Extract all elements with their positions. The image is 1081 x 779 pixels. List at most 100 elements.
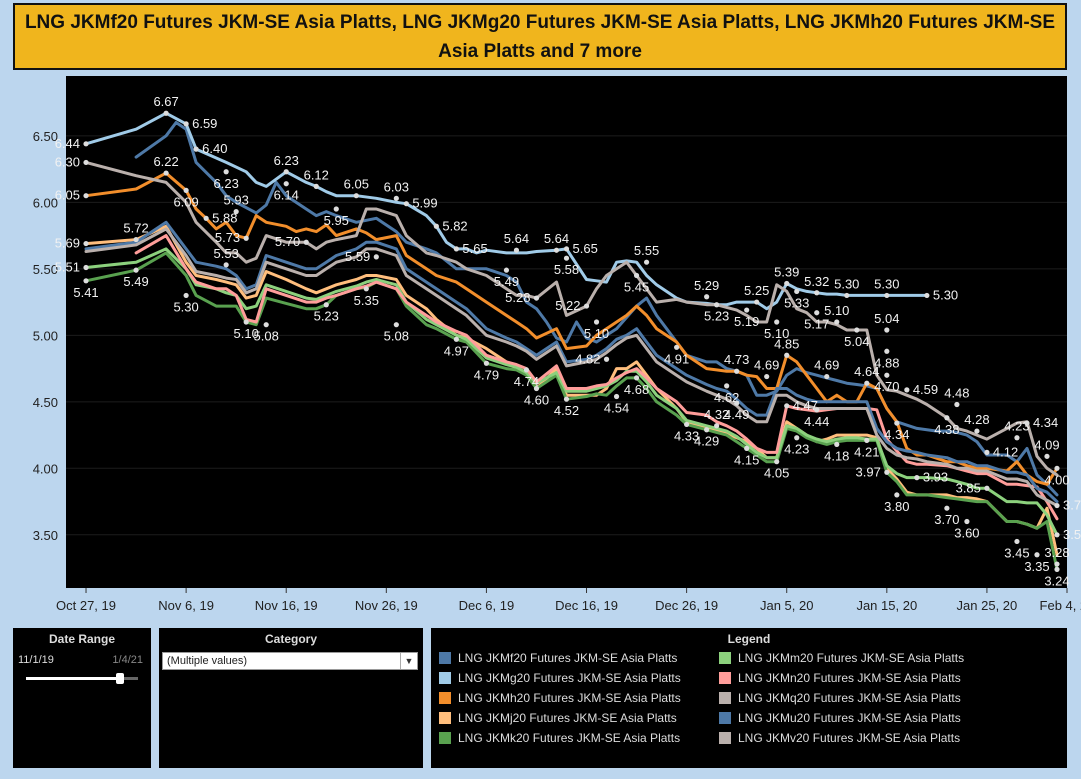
data-point: [1034, 552, 1040, 558]
data-point: [854, 327, 860, 333]
category-select[interactable]: (Multiple values) ▼: [162, 652, 418, 670]
data-point: [553, 247, 560, 253]
data-point: [353, 193, 359, 199]
data-label: 5.30: [874, 276, 899, 291]
data-point: [523, 367, 530, 373]
data-label: 4.82: [575, 351, 600, 366]
data-label: 5.41: [73, 285, 98, 300]
x-tick-label: Jan 25, 20: [957, 598, 1018, 613]
data-point: [393, 195, 399, 201]
data-label: 4.28: [964, 412, 989, 427]
data-point: [674, 344, 680, 350]
legend-item-label: LNG JKMg20 Futures JKM-SE Asia Platts: [458, 670, 681, 685]
data-label: 3.60: [954, 526, 979, 541]
data-point: [974, 428, 980, 434]
data-label: 5.28: [505, 290, 530, 305]
legend-item[interactable]: LNG JKMg20 Futures JKM-SE Asia Platts: [439, 670, 719, 685]
legend-item[interactable]: LNG JKMm20 Futures JKM-SE Asia Platts: [719, 650, 989, 665]
data-point: [784, 403, 790, 409]
data-point: [453, 336, 459, 342]
x-tick-label: Nov 26, 19: [355, 598, 418, 613]
legend-item[interactable]: LNG JKMk20 Futures JKM-SE Asia Platts: [439, 730, 719, 745]
legend-item[interactable]: LNG JKMh20 Futures JKM-SE Asia Platts: [439, 690, 719, 705]
y-tick-label: 5.00: [33, 328, 58, 343]
legend-item[interactable]: LNG JKMq20 Futures JKM-SE Asia Platts: [719, 690, 989, 705]
date-range-slider-handle[interactable]: [116, 673, 125, 684]
data-point: [283, 181, 289, 187]
data-label: 6.05: [344, 177, 369, 192]
data-point: [1044, 453, 1050, 459]
date-range-end: 1/4/21: [112, 654, 143, 666]
data-point: [183, 292, 189, 299]
line-chart: 3.50 4.00 4.50 5.00 5.50 6.00 6.50 Oct 27, 19 No…: [33, 76, 1081, 613]
legend-item[interactable]: LNG JKMn20 Futures JKM-SE Asia Platts: [719, 670, 989, 685]
data-label: 4.23: [1004, 419, 1029, 434]
data-point: [914, 475, 920, 481]
data-label: 5.32: [804, 274, 829, 289]
legend-item[interactable]: LNG JKMf20 Futures JKM-SE Asia Platts: [439, 650, 719, 665]
series-line: [84, 111, 929, 311]
x-tick-label: Dec 16, 19: [555, 598, 618, 613]
legend-item-label: LNG JKMm20 Futures JKM-SE Asia Platts: [738, 650, 965, 665]
data-label: 3.24: [1044, 573, 1069, 588]
data-label: 4.64: [854, 364, 879, 379]
data-label: 4.15: [734, 452, 759, 467]
data-point: [243, 235, 249, 241]
data-label: 5.08: [254, 329, 279, 344]
data-label: 4.05: [764, 466, 789, 481]
data-point: [724, 383, 730, 389]
data-point: [163, 110, 169, 116]
data-label: 5.70: [275, 234, 300, 249]
data-point: [714, 302, 720, 308]
legend-item[interactable]: LNG JKMv20 Futures JKM-SE Asia Platts: [719, 730, 989, 745]
data-point: [613, 393, 620, 400]
data-point: [964, 518, 970, 525]
data-label: 4.32: [704, 407, 729, 422]
data-point: [944, 415, 950, 421]
legend-item-label: LNG JKMu20 Futures JKM-SE Asia Platts: [738, 710, 961, 725]
data-point: [774, 319, 780, 325]
data-label: 4.38: [934, 422, 959, 437]
data-point: [734, 400, 740, 406]
data-label: 4.60: [524, 393, 549, 408]
legend-swatch: [439, 691, 451, 704]
data-point: [433, 223, 439, 229]
data-point: [503, 267, 510, 273]
data-point: [904, 387, 910, 393]
data-point: [373, 254, 379, 260]
data-point: [203, 215, 209, 221]
dashboard-title: LNG JKMf20 Futures JKM-SE Asia Platts, L…: [13, 3, 1067, 70]
date-range-slider[interactable]: [26, 673, 138, 684]
data-point: [894, 492, 900, 498]
data-label: 5.17: [804, 317, 829, 332]
data-point: [233, 209, 239, 215]
series-line: [134, 234, 1059, 521]
data-label: 4.88: [874, 355, 899, 370]
data-point: [513, 247, 520, 253]
data-point: [714, 423, 720, 429]
data-point: [764, 373, 770, 380]
data-point: [774, 459, 780, 465]
data-label: 3.97: [856, 464, 881, 479]
data-point: [744, 445, 750, 451]
data-point: [814, 407, 820, 413]
category-label: Category: [264, 632, 317, 646]
data-label: 5.10: [764, 326, 789, 341]
date-range-label: Date Range: [48, 632, 116, 646]
data-label: 4.21: [854, 444, 879, 459]
legend-swatch: [439, 671, 451, 684]
data-label: 5.59: [345, 249, 370, 264]
data-point: [834, 319, 840, 325]
data-label: 6.22: [153, 154, 178, 169]
legend-item[interactable]: LNG JKMj20 Futures JKM-SE Asia Platts: [439, 710, 719, 725]
data-point: [734, 368, 740, 374]
data-label: 5.64: [504, 231, 529, 246]
data-point: [814, 290, 820, 296]
data-label: 5.53: [214, 246, 239, 261]
legend-item[interactable]: LNG JKMu20 Futures JKM-SE Asia Platts: [719, 710, 989, 725]
data-point: [1024, 420, 1030, 426]
data-label: 5.51: [55, 260, 80, 275]
data-point: [834, 441, 840, 447]
chevron-down-icon[interactable]: ▼: [400, 653, 417, 669]
data-label: 3.72: [1063, 498, 1081, 513]
